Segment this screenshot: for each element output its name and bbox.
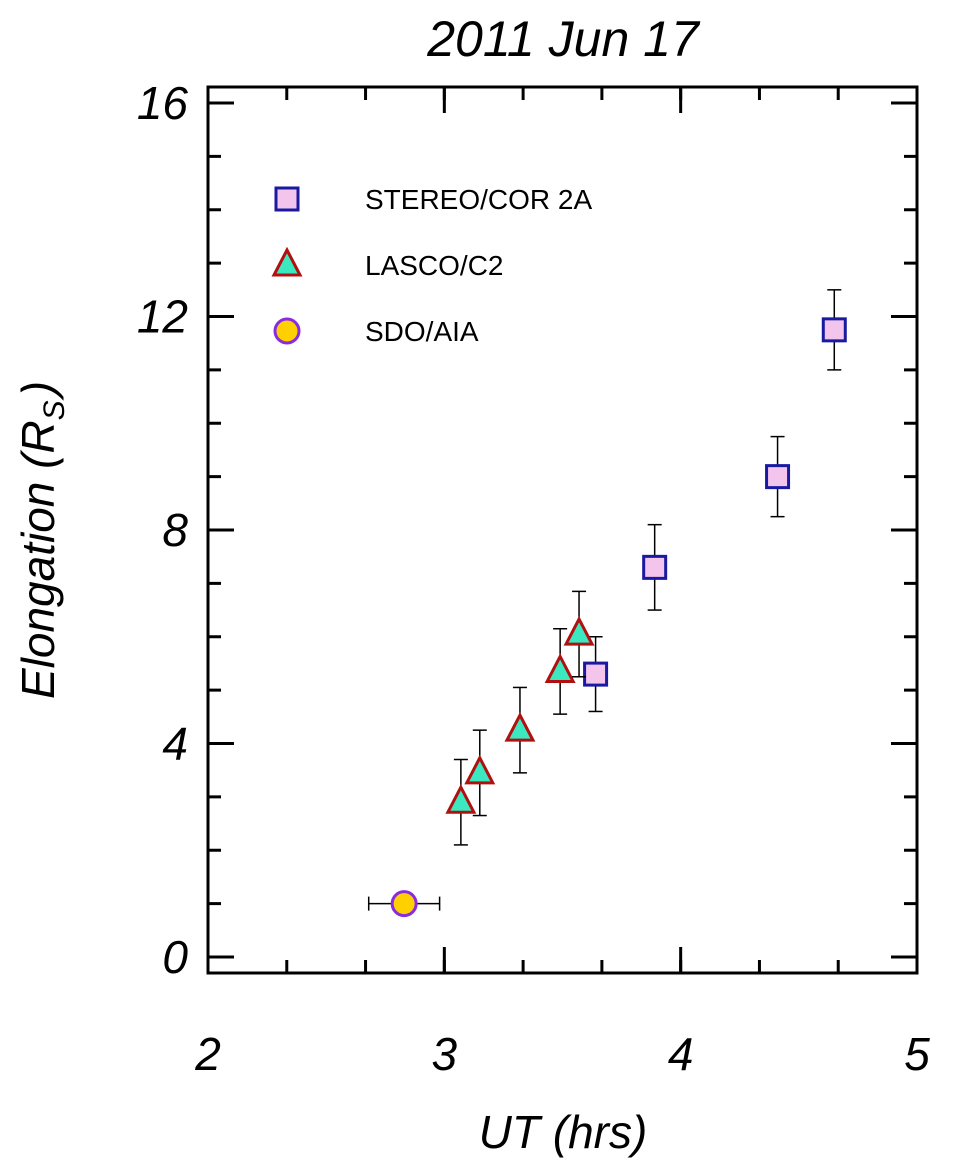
series-triangle bbox=[445, 590, 595, 846]
data-marks bbox=[367, 289, 847, 918]
plot-area: 2 3 4 5 0 4 8 12 16 bbox=[137, 77, 930, 1080]
legend-label: STEREO/COR 2A bbox=[365, 184, 592, 215]
legend-marker bbox=[273, 317, 301, 345]
data-point bbox=[504, 711, 536, 742]
x-tick-label: 3 bbox=[432, 1028, 458, 1080]
y-tick-label: 12 bbox=[137, 291, 188, 343]
y-tick-label: 0 bbox=[162, 931, 188, 983]
x-tick-label: 4 bbox=[668, 1028, 694, 1080]
y-tick-label: 4 bbox=[162, 717, 188, 769]
series-square bbox=[583, 289, 847, 713]
y-axis-label: Elongation (RS) bbox=[12, 381, 71, 699]
data-point bbox=[563, 615, 595, 646]
y-axis-label-main: Elongation (R bbox=[12, 420, 64, 699]
y-axis-label-close: ) bbox=[12, 381, 64, 401]
data-point bbox=[765, 464, 791, 490]
x-tick-label: 2 bbox=[194, 1028, 221, 1080]
data-point bbox=[583, 661, 609, 687]
legend: STEREO/COR 2A LASCO/C2 SDO/AIA bbox=[271, 184, 592, 347]
y-tick-label: 8 bbox=[162, 504, 188, 556]
x-tick-label: 5 bbox=[904, 1028, 930, 1080]
y-tick-label: 16 bbox=[137, 77, 189, 129]
data-point bbox=[544, 653, 576, 683]
data-point bbox=[390, 890, 418, 918]
plot-frame bbox=[206, 85, 919, 975]
legend-label: SDO/AIA bbox=[365, 316, 479, 347]
x-axis-label: UT (hrs) bbox=[479, 1106, 648, 1158]
legend-marker bbox=[271, 246, 303, 277]
y-axis-label-sub: S bbox=[38, 400, 71, 420]
data-point bbox=[445, 783, 477, 814]
data-point bbox=[821, 317, 847, 343]
legend-marker bbox=[274, 186, 300, 212]
chart-title: 2011 Jun 17 bbox=[426, 11, 701, 67]
legend-label: LASCO/C2 bbox=[365, 250, 504, 281]
data-point bbox=[642, 554, 668, 580]
series-circle bbox=[367, 890, 441, 918]
data-point bbox=[464, 754, 496, 785]
